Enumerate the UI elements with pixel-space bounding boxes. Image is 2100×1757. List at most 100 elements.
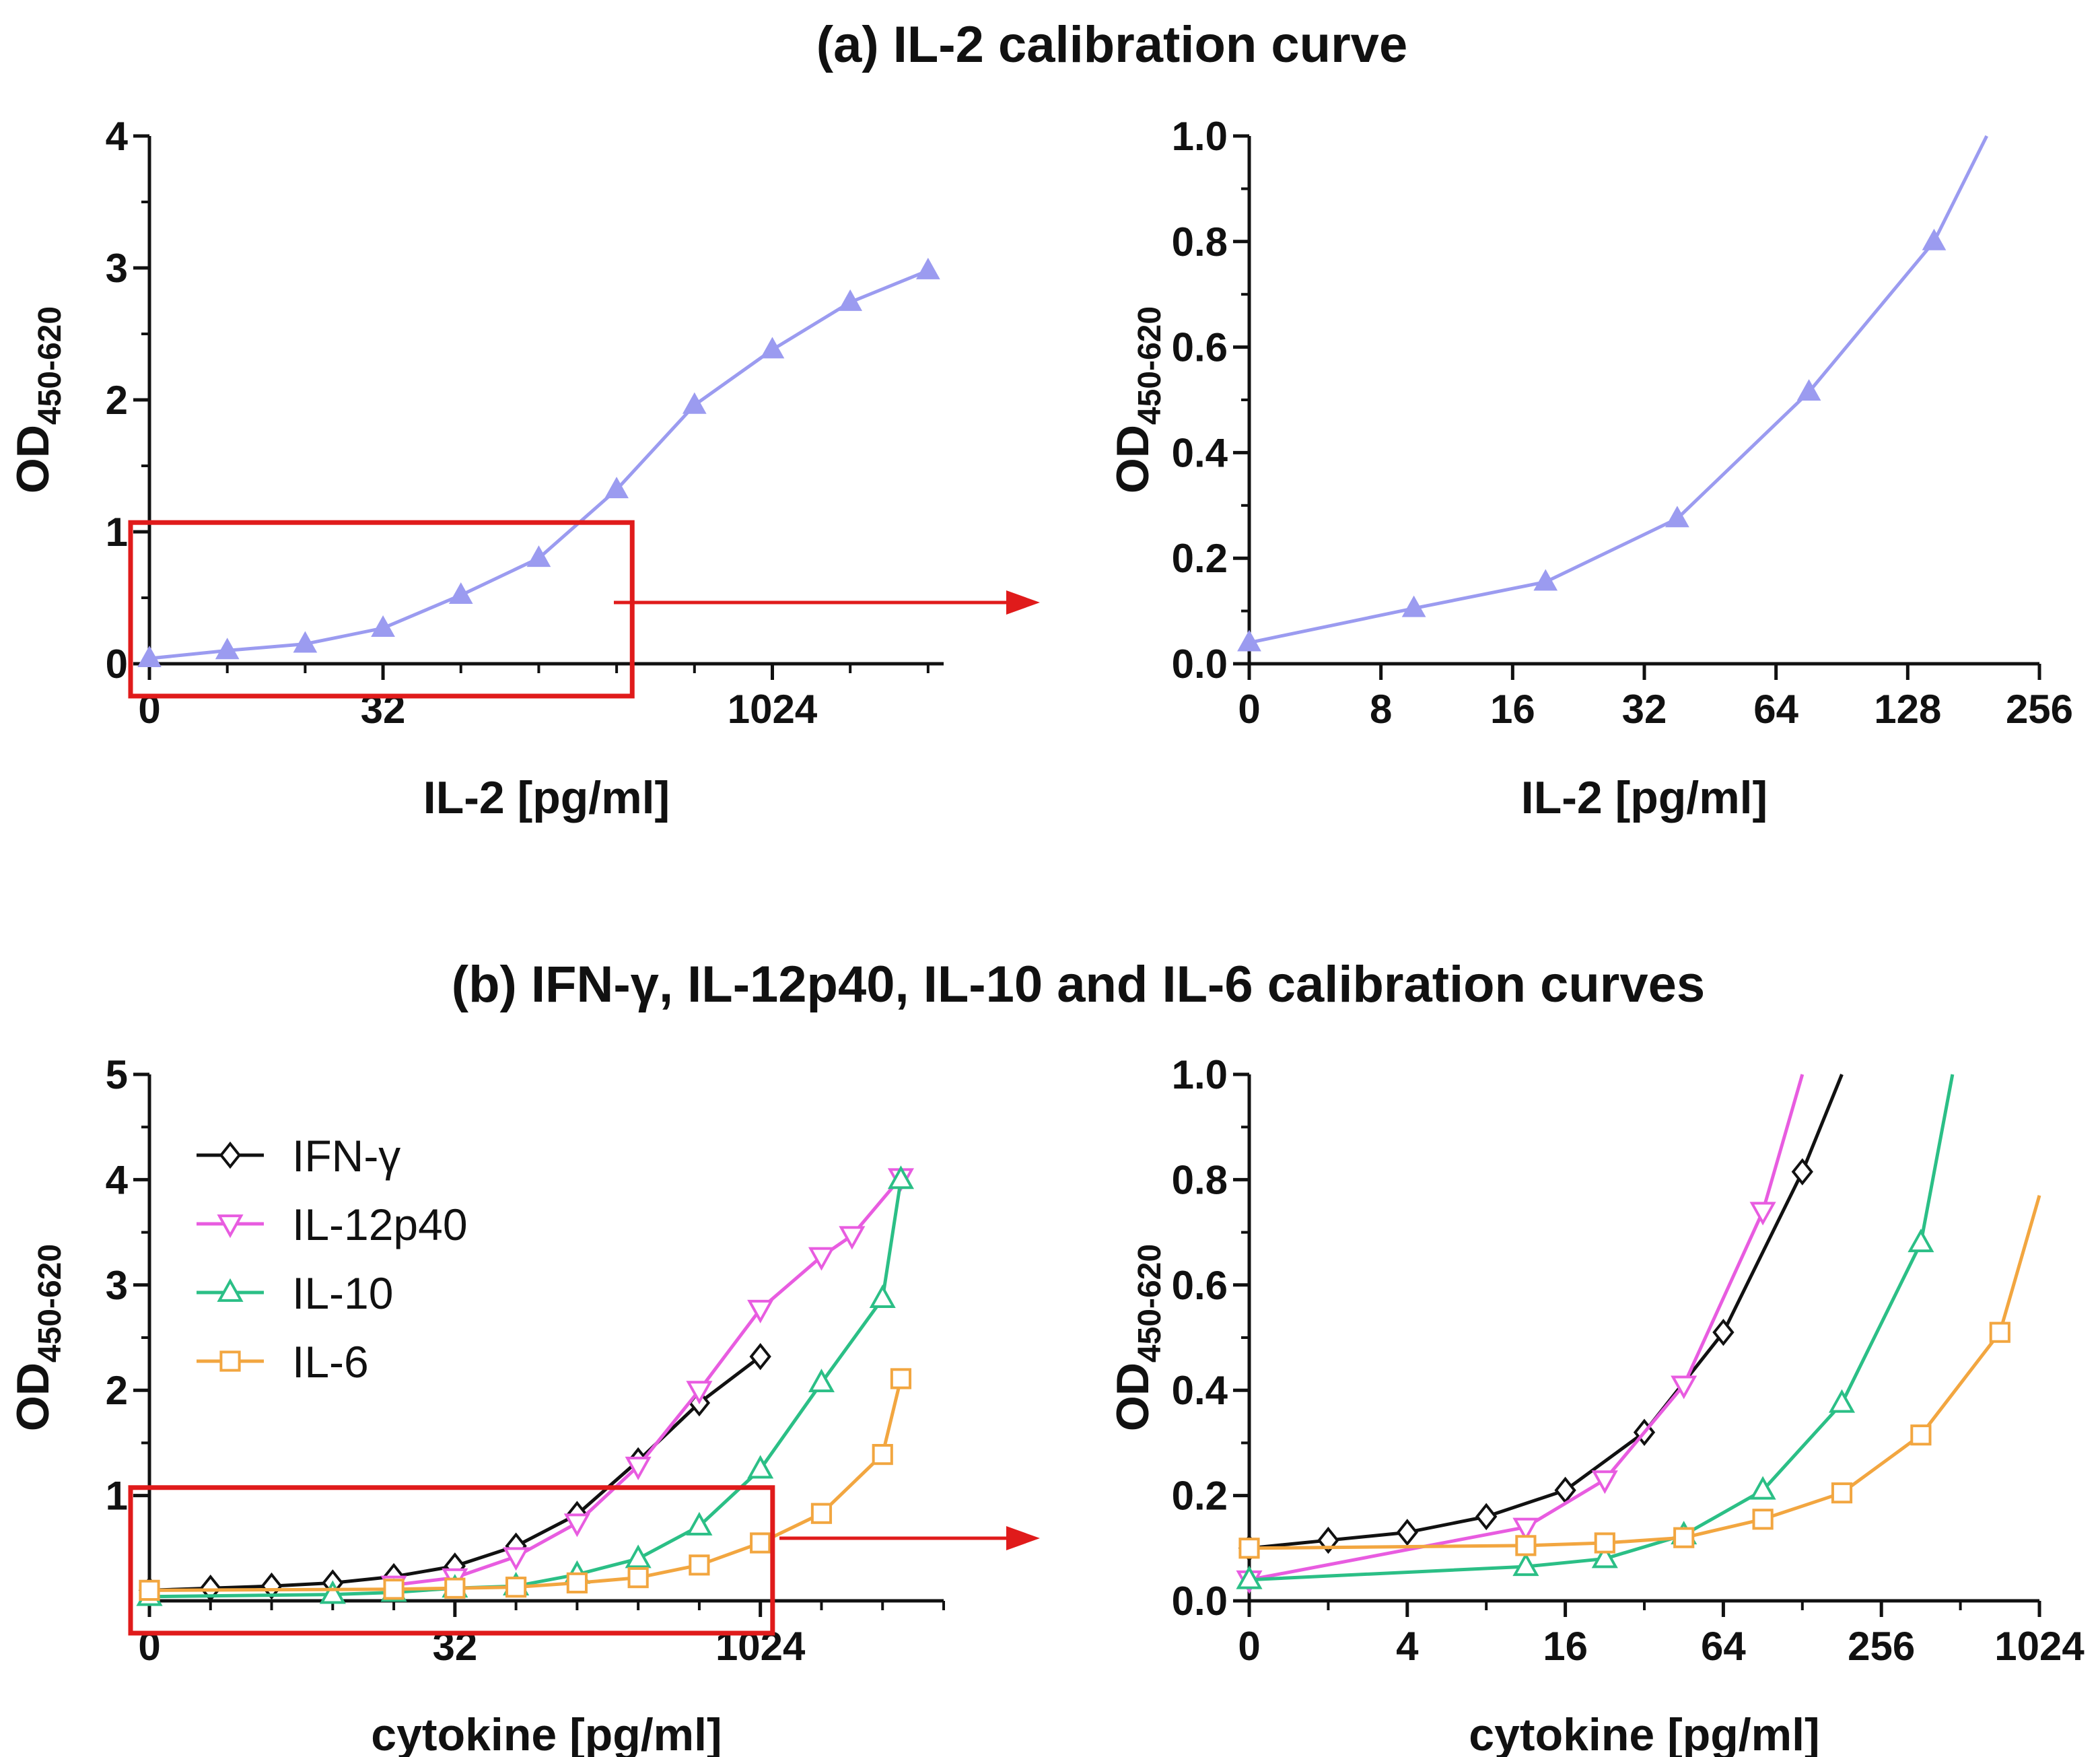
- x-axis-title: cytokine [pg/ml]: [371, 1709, 722, 1757]
- data-point-IFN-γ: [260, 1572, 283, 1600]
- x-tick-label: 128: [1874, 687, 1941, 732]
- x-tick-label: 64: [1701, 1624, 1746, 1669]
- data-point-IFN-γ: [749, 1342, 771, 1371]
- data-point-IL-12p40: [1749, 1202, 1776, 1226]
- y-tick-label: 2: [106, 378, 128, 423]
- data-point-IL-2: [916, 257, 940, 279]
- data-point-IL-10: [625, 1544, 652, 1569]
- y-tick-label: 1.0: [1172, 114, 1228, 159]
- data-point-IL-6: [890, 1368, 912, 1389]
- data-point-IL-6: [627, 1566, 649, 1589]
- chart-a-zoom: 0 8 16 32 64 128 256 0.0 0.2 0.4 0.6 0.8 1.0 IL-2 [pg…: [1107, 114, 2073, 823]
- data-point-IL-6: [1910, 1424, 1932, 1446]
- chart-b-zoom: 0 4 16 64 256 1024 0.0 0.2 0.4 0.6 0.8 1.0 cytokine …: [1107, 1052, 2085, 1757]
- data-point-IL-2: [760, 337, 785, 359]
- x-axis-title: cytokine [pg/ml]: [1469, 1709, 1819, 1757]
- panel-b-title: (b) IFN-γ, IL-12p40, IL-10 and IL-6 cali…: [452, 956, 1705, 1013]
- data-point-IL-10: [1591, 1544, 1618, 1569]
- y-axis-title: OD450-620: [7, 306, 68, 493]
- x-tick-label: 32: [432, 1624, 477, 1669]
- data-point-IL-12p40: [563, 1513, 590, 1538]
- data-point-IFN-γ: [1712, 1318, 1735, 1346]
- data-point-IFN-γ: [199, 1575, 221, 1602]
- data-point-IL-12p40: [503, 1547, 530, 1571]
- x-tick-label: 0: [1238, 687, 1260, 732]
- legend-marker-IL-12p40: [217, 1214, 244, 1239]
- y-tick-label: 0.4: [1172, 1368, 1228, 1413]
- data-point-IL-2: [293, 631, 318, 653]
- x-axis-title: IL-2 [pg/ml]: [423, 772, 670, 823]
- data-point-IL-10: [686, 1511, 713, 1536]
- data-point-IL-2: [526, 545, 551, 567]
- x-tick-label: 4: [1396, 1624, 1419, 1669]
- data-point-IL-10: [1512, 1552, 1539, 1577]
- data-point-IL-2: [838, 289, 863, 311]
- x-tick-label: 1024: [715, 1624, 806, 1669]
- data-point-IL-6: [444, 1577, 466, 1599]
- data-point-IL-6: [750, 1532, 771, 1554]
- data-point-IL-2: [682, 392, 707, 414]
- data-point-IL-2: [215, 638, 240, 660]
- data-point-IL-12p40: [625, 1456, 652, 1480]
- data-point-IL-10: [808, 1369, 835, 1393]
- x-tick-label: 64: [1753, 687, 1798, 732]
- data-point-IFN-γ: [1475, 1503, 1498, 1531]
- series-line-IL-12p40: [393, 1176, 903, 1587]
- x-tick-label: 8: [1370, 687, 1392, 732]
- x-tick-label: 32: [1622, 687, 1667, 732]
- x-axis-title: IL-2 [pg/ml]: [1521, 772, 1768, 823]
- legend-label-IFN-γ: IFN-γ: [292, 1131, 400, 1181]
- y-tick-label: 0.6: [1172, 1263, 1228, 1308]
- data-point-IL-6: [872, 1444, 893, 1466]
- x-tick-label: 256: [1848, 1624, 1915, 1669]
- y-axis-title-sub: 450-620: [32, 306, 68, 425]
- data-point-IL-2: [1922, 228, 1947, 250]
- series-line-IFN-γ: [1249, 1074, 1844, 1550]
- data-point-IL-10: [747, 1455, 774, 1479]
- y-axis-title-main: OD: [7, 425, 59, 493]
- series-line-IL-2: [149, 269, 929, 660]
- legend-marker-IL-10: [217, 1278, 244, 1302]
- data-point-IL-2: [604, 477, 629, 499]
- y-tick-label: 3: [106, 246, 128, 291]
- zoom-arrow-b-head: [1006, 1526, 1040, 1550]
- series-line-IL-6: [149, 1378, 903, 1592]
- data-point-IL-10: [1236, 1565, 1263, 1589]
- y-tick-label: 0: [106, 642, 128, 687]
- data-point-IL-12p40: [1512, 1517, 1539, 1542]
- data-point-IL-12p40: [686, 1381, 713, 1405]
- y-tick-label: 0.2: [1172, 1474, 1228, 1519]
- data-point-IL-2: [371, 615, 395, 637]
- legend-marker-IL-6: [219, 1350, 241, 1372]
- chart-a-full: 0 32 1024 0 1 2 3 4 IL-2 [pg/ml] OD450-620: [7, 114, 944, 823]
- y-axis-title: OD450-620: [7, 1244, 68, 1431]
- data-point-IL-6: [383, 1579, 405, 1600]
- x-tick-label: 0: [1238, 1624, 1260, 1669]
- data-point-IL-10: [319, 1580, 346, 1604]
- y-tick-label: 0.0: [1172, 1579, 1228, 1624]
- data-point-IL-6: [1831, 1482, 1853, 1504]
- data-point-IL-2: [448, 582, 473, 604]
- y-axis-title-sub: 450-620: [1132, 1244, 1168, 1363]
- x-tick-label: 0: [138, 687, 160, 732]
- data-point-IL-10: [1749, 1476, 1776, 1500]
- data-point-IL-10: [887, 1165, 915, 1190]
- data-point-IL-6: [1515, 1535, 1537, 1556]
- y-axis-title: OD450-620: [1107, 1244, 1168, 1431]
- x-tick-label: 0: [138, 1624, 160, 1669]
- data-point-IL-12p40: [839, 1226, 866, 1250]
- panel-a-title: (a) IL-2 calibration curve: [816, 16, 1407, 73]
- y-tick-label: 3: [106, 1263, 128, 1308]
- y-tick-label: 0.4: [1172, 430, 1228, 475]
- x-tick-label: 16: [1543, 1624, 1588, 1669]
- x-tick-label: 32: [361, 687, 406, 732]
- legend-marker-IFN-γ: [219, 1141, 242, 1169]
- data-point-IL-6: [1238, 1538, 1260, 1559]
- data-point-IL-12p40: [747, 1299, 774, 1323]
- data-point-IL-2: [1533, 569, 1558, 591]
- zoom-region-box: [128, 1485, 775, 1636]
- zoom-arrow-b: [779, 1526, 1040, 1550]
- y-tick-label: 0.8: [1172, 1157, 1228, 1202]
- x-tick-label: 256: [2006, 687, 2073, 732]
- y-tick-label: 5: [106, 1052, 128, 1097]
